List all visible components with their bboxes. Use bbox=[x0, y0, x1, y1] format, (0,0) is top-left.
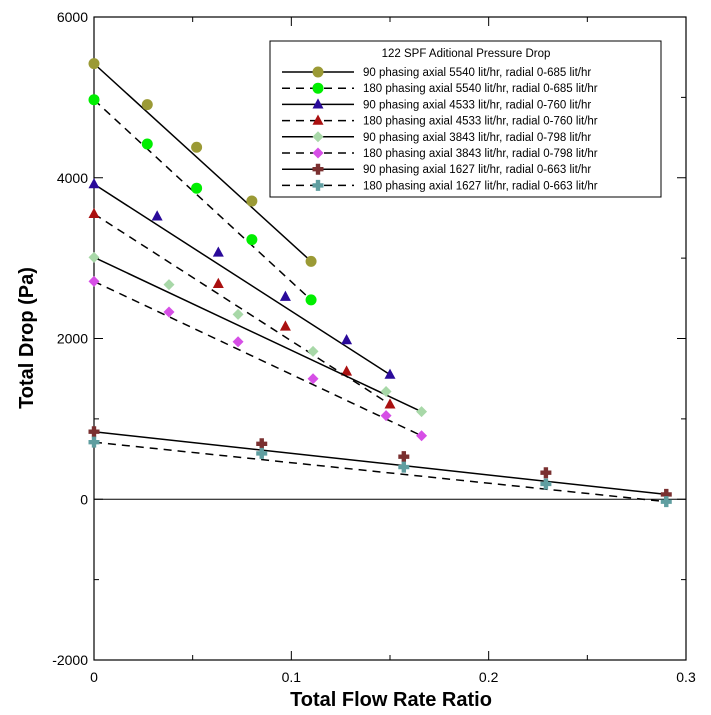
data-point bbox=[279, 320, 291, 331]
series bbox=[88, 207, 396, 409]
data-point bbox=[88, 436, 100, 448]
plot-series bbox=[88, 58, 672, 508]
series bbox=[88, 275, 428, 442]
data-point bbox=[312, 66, 324, 78]
x-tick-label: 0.1 bbox=[282, 669, 302, 685]
data-point bbox=[256, 438, 268, 450]
legend-label: 180 phasing axial 4533 lit/hr, radial 0-… bbox=[363, 116, 598, 128]
data-point bbox=[416, 406, 428, 418]
y-tick-label: 0 bbox=[80, 491, 88, 507]
data-point bbox=[540, 467, 552, 479]
data-point bbox=[416, 430, 428, 442]
data-point bbox=[307, 345, 319, 357]
data-point bbox=[88, 94, 100, 106]
legend-box bbox=[269, 40, 662, 198]
series-fit-line bbox=[93, 280, 422, 437]
series-fit-line bbox=[93, 430, 667, 496]
legend-label: 180 phasing axial 1627 lit/hr, radial 0-… bbox=[363, 180, 598, 192]
data-point bbox=[212, 246, 224, 257]
legend-label: 90 phasing axial 4533 lit/hr, radial 0-7… bbox=[363, 99, 591, 111]
data-point bbox=[141, 138, 153, 150]
x-tick-label: 0 bbox=[90, 669, 98, 685]
data-point bbox=[380, 386, 392, 398]
y-axis-title: Total Drop (Pa) bbox=[16, 267, 38, 409]
data-point bbox=[312, 82, 324, 94]
legend-label: 90 phasing axial 1627 lit/hr, radial 0-6… bbox=[363, 164, 591, 176]
series-fit-line bbox=[93, 256, 422, 413]
data-point bbox=[660, 488, 672, 500]
legend-label: 90 phasing axial 3843 lit/hr, radial 0-7… bbox=[363, 132, 591, 144]
data-point bbox=[232, 336, 244, 348]
x-tick-label: 0.3 bbox=[676, 669, 696, 685]
legend-label: 90 phasing axial 5540 lit/hr, radial 0-6… bbox=[363, 67, 591, 79]
y-tick-label: 4000 bbox=[57, 170, 88, 186]
data-point bbox=[540, 478, 552, 490]
legend-title: 122 SPF Aditional Pressure Drop bbox=[382, 48, 551, 60]
data-point bbox=[163, 306, 175, 318]
data-point bbox=[88, 207, 100, 219]
data-point bbox=[305, 255, 317, 267]
data-point bbox=[212, 277, 224, 288]
legend-label: 180 phasing axial 3843 lit/hr, radial 0-… bbox=[363, 148, 598, 160]
series-fit-line bbox=[93, 99, 312, 301]
series-fit-line bbox=[93, 441, 667, 503]
series bbox=[88, 94, 317, 306]
legend-label: 180 phasing axial 5540 lit/hr, radial 0-… bbox=[363, 83, 598, 95]
y-tick-label: -2000 bbox=[52, 652, 88, 668]
x-tick-label: 0.2 bbox=[479, 669, 499, 685]
data-point bbox=[88, 426, 100, 438]
data-point bbox=[312, 179, 324, 191]
data-point bbox=[246, 234, 258, 246]
data-point bbox=[232, 308, 244, 320]
data-point bbox=[279, 290, 291, 301]
series bbox=[88, 178, 396, 379]
data-point bbox=[312, 147, 324, 159]
data-point bbox=[398, 461, 410, 473]
y-tick-label: 2000 bbox=[57, 331, 88, 347]
data-point bbox=[312, 163, 324, 175]
data-point bbox=[88, 251, 100, 263]
series bbox=[88, 426, 672, 500]
data-point bbox=[151, 210, 163, 221]
series-fit-line bbox=[93, 213, 391, 406]
data-point bbox=[88, 275, 100, 287]
data-point bbox=[312, 114, 324, 125]
data-point bbox=[384, 368, 396, 379]
data-point bbox=[305, 294, 317, 306]
x-axis-title: Total Flow Rate Ratio bbox=[290, 689, 492, 711]
series bbox=[88, 58, 317, 267]
series-fit-line bbox=[93, 63, 312, 262]
data-point bbox=[88, 58, 100, 70]
data-point bbox=[191, 141, 203, 153]
data-point bbox=[341, 365, 353, 376]
data-point bbox=[312, 131, 324, 143]
series-fit-line bbox=[93, 183, 391, 376]
data-point bbox=[256, 447, 268, 459]
data-point bbox=[384, 398, 396, 409]
data-point bbox=[341, 334, 353, 345]
y-tick-label: 6000 bbox=[57, 9, 88, 25]
data-point bbox=[312, 98, 324, 109]
data-point bbox=[88, 178, 100, 189]
data-point bbox=[398, 451, 410, 463]
data-point bbox=[141, 99, 153, 111]
series bbox=[88, 251, 428, 418]
data-point bbox=[246, 195, 258, 207]
data-point bbox=[307, 373, 319, 385]
data-point bbox=[660, 496, 672, 508]
data-point bbox=[191, 182, 203, 194]
series bbox=[88, 436, 672, 508]
legend: 122 SPF Aditional Pressure Drop 90 phasin… bbox=[269, 40, 662, 198]
data-point bbox=[163, 279, 175, 291]
data-point bbox=[380, 410, 392, 422]
